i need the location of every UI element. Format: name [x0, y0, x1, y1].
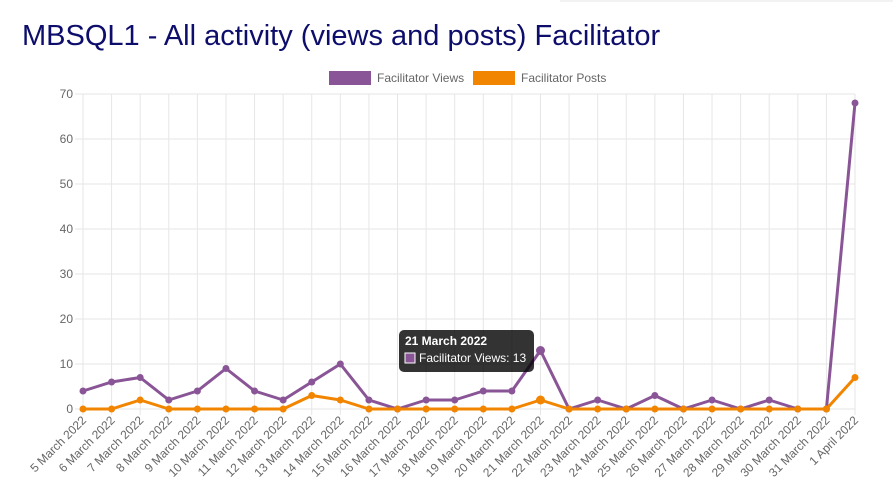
data-point [222, 365, 230, 372]
data-point [422, 396, 430, 404]
series-line [83, 376, 857, 411]
y-tick-label: 70 [60, 87, 74, 101]
data-point [565, 405, 573, 413]
data-point [336, 396, 344, 404]
data-point [765, 396, 773, 404]
data-point [535, 346, 545, 355]
data-point [251, 387, 259, 395]
data-point [108, 405, 116, 413]
data-point [279, 405, 287, 413]
data-point [594, 405, 602, 413]
data-point [737, 405, 745, 413]
data-point [765, 405, 773, 413]
data-point [708, 405, 716, 413]
data-point [136, 396, 144, 404]
data-point [651, 405, 659, 413]
data-point [165, 405, 173, 413]
tooltip-title: 21 March 2022 [405, 334, 487, 348]
data-point [622, 405, 630, 413]
data-point [308, 378, 316, 386]
data-point [594, 396, 602, 404]
data-point [535, 395, 545, 405]
y-tick-label: 10 [60, 357, 74, 371]
data-point [508, 405, 516, 413]
legend-label: Facilitator Posts [521, 71, 606, 85]
tooltip: 21 March 2022 Facilitator Views: 13 [399, 330, 534, 372]
data-point [222, 405, 230, 413]
data-point [822, 405, 830, 413]
legend-swatch [329, 71, 371, 85]
y-tick-label: 30 [60, 267, 74, 281]
data-point [479, 405, 487, 413]
series-line [82, 102, 857, 411]
legend-swatch [473, 71, 515, 85]
data-point [79, 387, 87, 395]
data-point [165, 396, 173, 404]
data-point [851, 374, 859, 381]
data-point [308, 392, 316, 399]
data-point [679, 405, 687, 413]
data-point [193, 405, 201, 413]
data-point [508, 387, 516, 395]
y-tick-label: 60 [60, 132, 74, 146]
data-point [251, 405, 259, 413]
tooltip-box [399, 330, 534, 372]
data-point [365, 405, 373, 413]
data-point [136, 374, 144, 381]
tooltip-text: Facilitator Views: 13 [419, 351, 526, 365]
data-point [279, 396, 287, 404]
y-tick-label: 40 [60, 222, 74, 236]
y-tick-label: 50 [60, 177, 74, 191]
data-point [79, 405, 87, 413]
y-tick-label: 0 [66, 402, 73, 416]
y-tick-label: 20 [60, 312, 74, 326]
data-point [794, 405, 802, 413]
data-point [451, 405, 459, 413]
data-point [651, 392, 659, 399]
data-point [365, 396, 373, 404]
tooltip-swatch [404, 352, 416, 364]
legend-label: Facilitator Views [377, 71, 464, 85]
chart-title: MBSQL1 - All activity (views and posts) … [22, 20, 661, 52]
data-point [394, 405, 402, 413]
data-point [193, 387, 201, 395]
data-point [108, 378, 116, 386]
data-point [851, 99, 859, 107]
data-point [422, 405, 430, 413]
data-point [479, 387, 487, 395]
data-point [451, 396, 459, 404]
data-point [708, 396, 716, 404]
data-point [336, 360, 344, 368]
